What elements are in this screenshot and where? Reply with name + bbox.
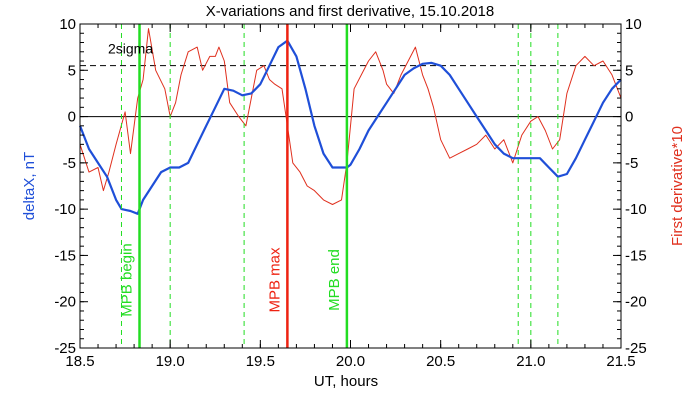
y-tick-label-left: 0 (68, 109, 76, 126)
x-axis-label: UT, hours (314, 373, 378, 390)
y-tick-label-right: -20 (625, 294, 647, 311)
ticks-layer: 18.5 19.0 19.5 20.0 20.5 21.0 21.5 10 5 0 -5 -10 -15… (54, 16, 646, 370)
y-tick-label-right: 0 (625, 109, 633, 126)
x-tick-label: 21.5 (606, 353, 635, 370)
series-line-derivative (79, 28, 622, 205)
axes-layer (79, 23, 622, 349)
y-tick-label-left: -15 (54, 247, 76, 264)
y-axis-label-right: First derivative*10 (669, 126, 686, 246)
vline-label-mpb-begin: MPB begin (119, 243, 136, 316)
y-tick-label-right: -15 (625, 247, 647, 264)
vlines-layer: MPB begin MPB max MPB end (119, 24, 559, 348)
text-layer: X-variations and first derivative, 15.10… (21, 3, 686, 390)
y-axis-label-left: deltaX, nT (21, 152, 38, 220)
vline-label-mpb-end: MPB end (326, 249, 343, 311)
y-tick-label-right: 5 (625, 62, 633, 79)
x-tick-label: 18.5 (65, 353, 94, 370)
vline-label-mpb-max: MPB max (266, 247, 283, 313)
chart-title: X-variations and first derivative, 15.10… (206, 3, 495, 20)
sigma-label: 2sigma (108, 41, 153, 57)
y-tick-label-left: -25 (54, 340, 76, 357)
x-tick-label: 21.0 (516, 353, 545, 370)
x-tick-label: 19.0 (156, 353, 185, 370)
grid-layer (80, 65, 621, 118)
series-layer (78, 28, 622, 215)
y-tick-label-left: -5 (63, 155, 76, 172)
y-tick-label-right: -25 (625, 340, 647, 357)
y-tick-label-right: -10 (625, 201, 647, 218)
x-tick-label: 19.5 (246, 353, 275, 370)
x-tick-label: 20.5 (426, 353, 455, 370)
y-tick-label-left: -20 (54, 294, 76, 311)
y-tick-label-right: 10 (625, 16, 642, 33)
x-tick-label: 20.0 (336, 353, 365, 370)
plot-frame (79, 23, 622, 349)
y-tick-label-left: 10 (59, 16, 76, 33)
y-tick-label-right: -5 (625, 155, 638, 172)
y-tick-label-left: 5 (68, 62, 76, 79)
y-tick-label-left: -10 (54, 201, 76, 218)
